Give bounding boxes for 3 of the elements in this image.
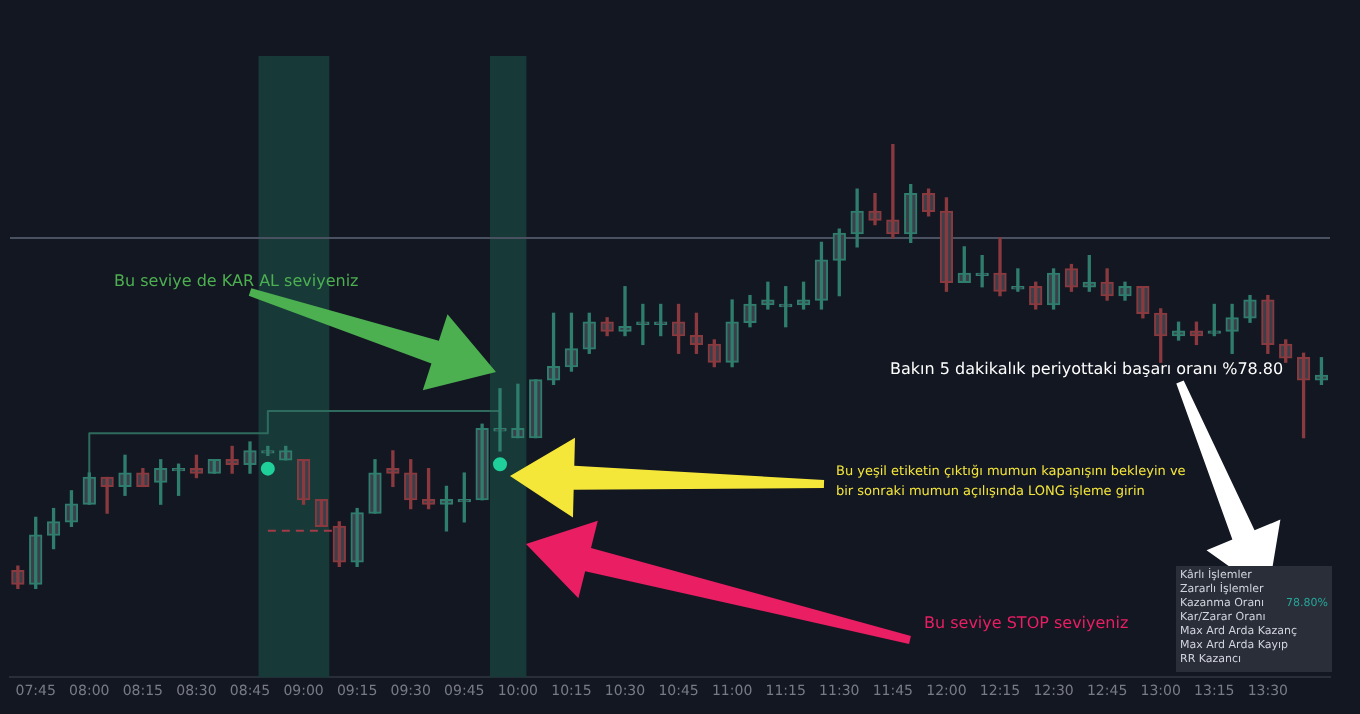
annotation: Bakın 5 dakikalık periyottaki başarı oranı %78.80	[890, 360, 1284, 379]
text: Bu seviye STOP seviyeniz	[924, 614, 1129, 633]
annotation: Bu seviye de KAR AL seviyeniz	[114, 272, 359, 291]
